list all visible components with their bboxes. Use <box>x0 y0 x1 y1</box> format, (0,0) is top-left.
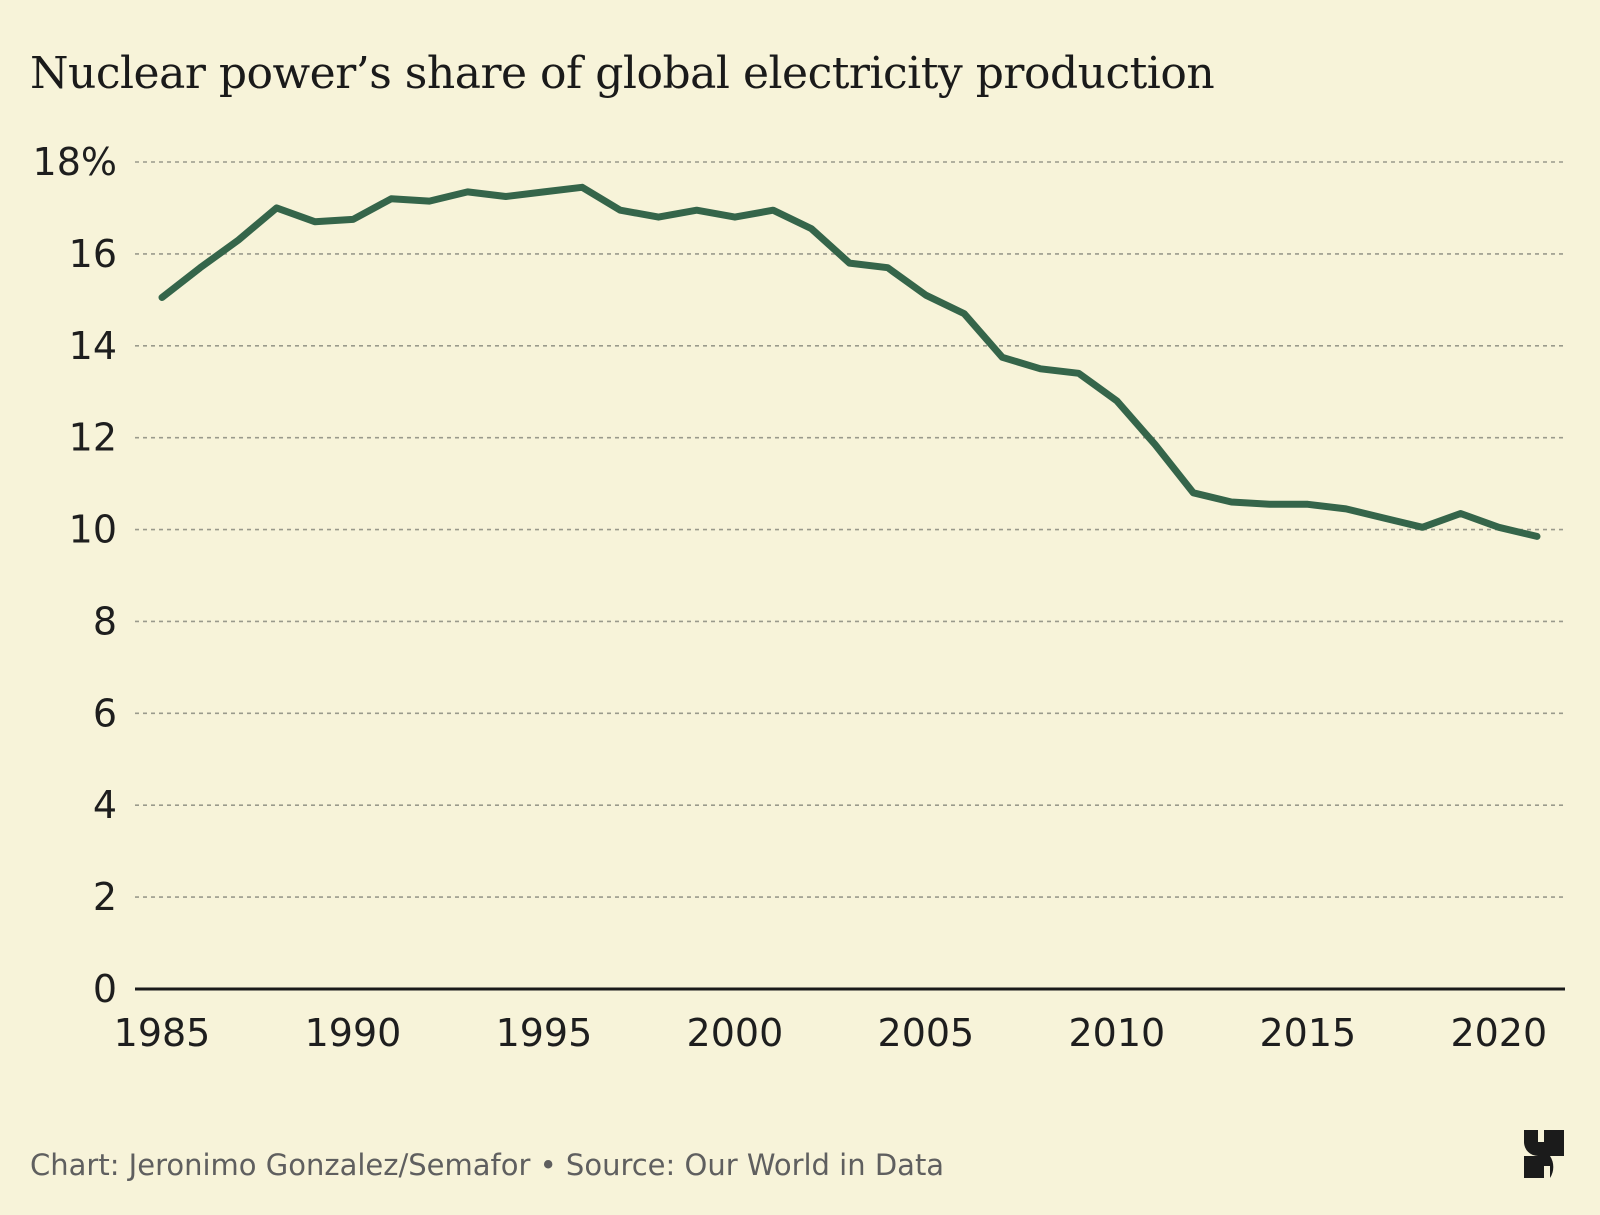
y-axis-ticks: 0 2 4 6 8 10 12 14 16 18% <box>33 140 117 1011</box>
y-tick-label: 10 <box>69 508 117 552</box>
x-tick-label: 2020 <box>1450 1011 1547 1055</box>
x-tick-label: 2015 <box>1259 1011 1356 1055</box>
semafor-logo-icon <box>1524 1130 1564 1178</box>
x-tick-label: 2010 <box>1069 1011 1166 1055</box>
y-tick-label: 12 <box>69 416 117 460</box>
x-tick-label: 1995 <box>496 1011 593 1055</box>
source-credit: Chart: Jeronimo Gonzalez/Semafor • Sourc… <box>30 1148 945 1182</box>
y-tick-label: 16 <box>69 232 117 276</box>
y-tick-label: 6 <box>93 691 117 735</box>
series-line <box>158 183 1541 540</box>
x-tick-label: 2005 <box>878 1011 975 1055</box>
y-tick-label: 8 <box>93 599 117 643</box>
y-tick-label: 4 <box>93 783 117 827</box>
y-tick-label: 18% <box>33 140 117 184</box>
x-tick-label: 1990 <box>305 1011 402 1055</box>
y-tick-label: 2 <box>93 875 117 919</box>
x-tick-label: 2000 <box>687 1011 784 1055</box>
x-axis-ticks: 1985 1990 1995 2000 2005 2010 2015 2020 <box>114 1011 1548 1055</box>
x-tick-label: 1985 <box>114 1011 211 1055</box>
chart-title: Nuclear power’s share of global electric… <box>30 48 1215 99</box>
y-tick-label: 0 <box>93 967 117 1011</box>
grid-lines <box>135 161 1565 898</box>
y-tick-label: 14 <box>69 324 117 368</box>
